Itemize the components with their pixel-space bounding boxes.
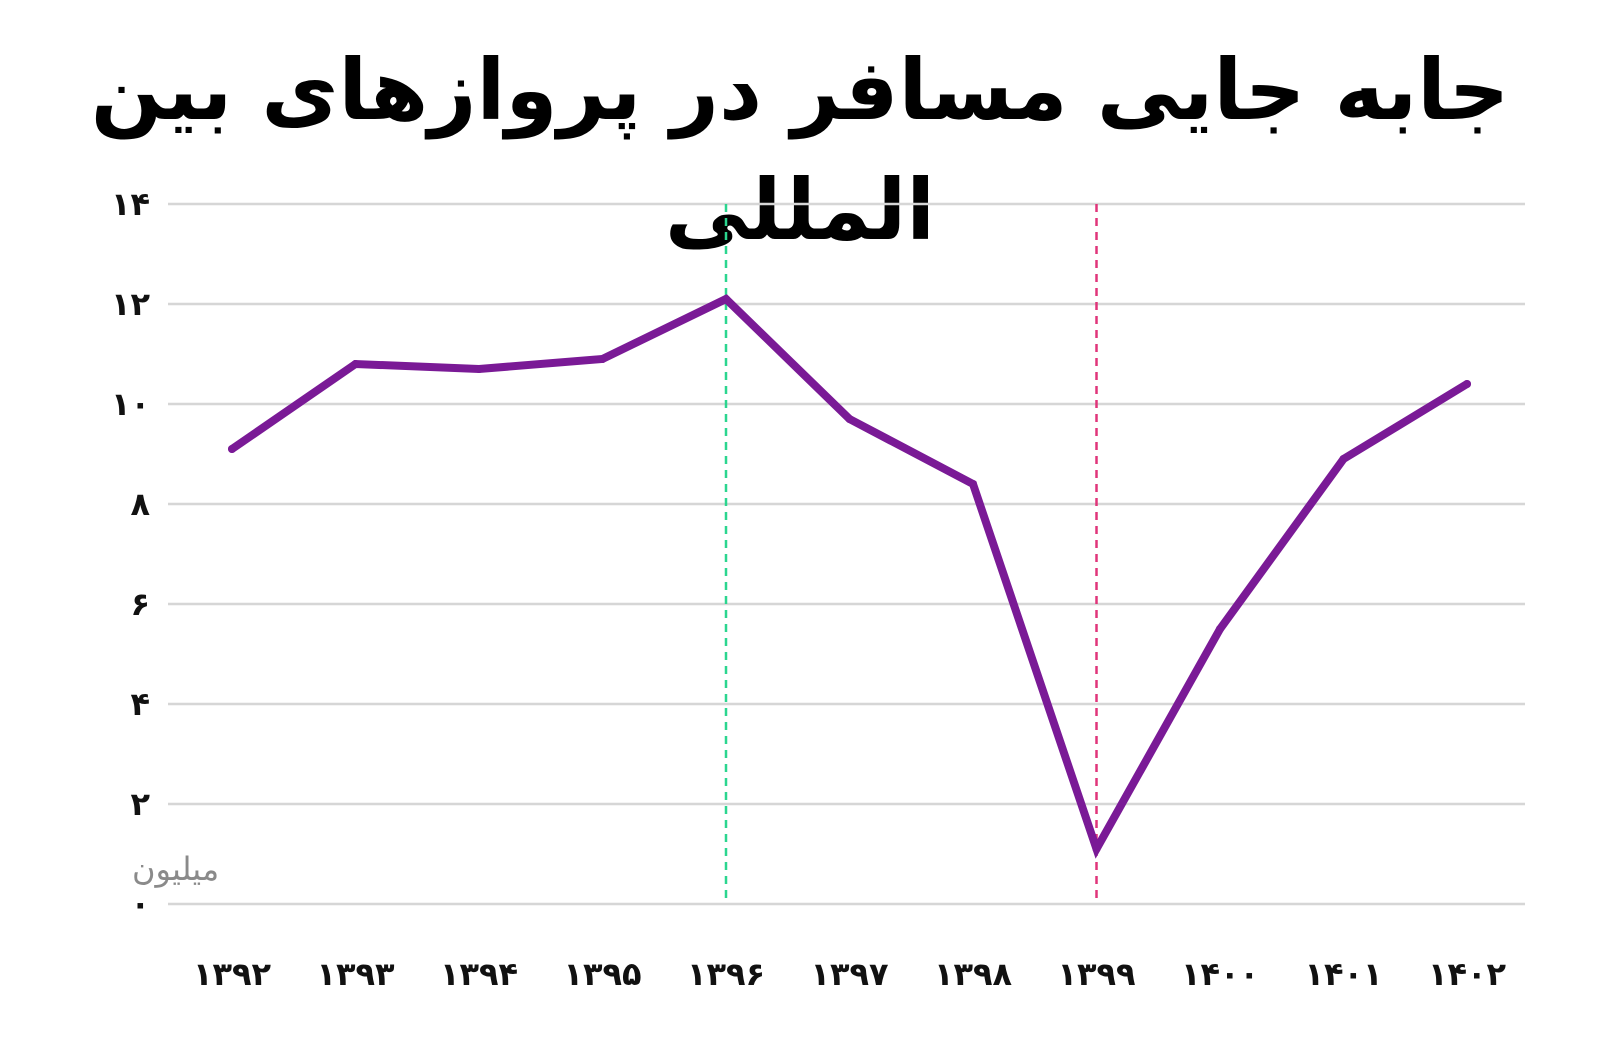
x-axis-ticks: ۱۳۹۲ ۱۳۹۳ ۱۳۹۴ ۱۳۹۵ ۱۳۹۶ ۱۳۹۷ ۱۳۹۸ ۱۳۹۹ ۱۴۰۰ ۱۴۰۱…: [193, 955, 1507, 993]
x-tick-label: ۱۳۹۳: [316, 955, 395, 993]
data-point: [351, 360, 360, 368]
y-axis-unit-label: میلیون: [132, 850, 219, 888]
x-tick-label: ۱۳۹۲: [193, 955, 272, 993]
data-point: [722, 295, 730, 303]
y-tick-label: ۲: [130, 785, 150, 823]
x-tick-label: ۱۳۹۷: [810, 955, 889, 993]
reference-lines: [724, 204, 1098, 904]
y-tick-label: ۸: [130, 485, 150, 523]
data-point: [475, 365, 483, 373]
y-tick-label: ۶: [130, 585, 150, 623]
y-axis-ticks: ۰ ۲ ۴ ۶ ۸ ۱۰ ۱۲ ۱۴: [111, 185, 151, 923]
x-tick-label: ۱۳۹۹: [1057, 955, 1135, 993]
x-tick-label: ۱۳۹۵: [563, 955, 641, 993]
data-point: [1216, 625, 1224, 633]
data-point: [969, 480, 977, 488]
y-tick-label: ۱۰: [111, 385, 150, 423]
x-tick-label: ۱۴۰۲: [1428, 955, 1507, 993]
series-lines: [228, 294, 1471, 859]
y-tick-label: ۱۲: [111, 285, 151, 323]
y-tick-label: ۰: [130, 885, 150, 923]
x-tick-label: ۱۳۹۶: [687, 955, 765, 993]
chart-title: جابه جایی مسافر در پروازهای بین المللی: [90, 41, 1510, 259]
y-tick-label: ۴: [130, 685, 150, 723]
x-tick-label: ۱۴۰۰: [1181, 955, 1259, 993]
x-tick-label: ۱۳۹۸: [934, 955, 1013, 993]
grid-lines: [168, 202, 1525, 906]
data-point: [845, 415, 854, 423]
y-tick-label: ۱۴: [111, 185, 150, 223]
x-tick-label: ۱۳۹۴: [440, 955, 518, 993]
data-point: [1463, 380, 1471, 388]
data-point: [1092, 845, 1101, 853]
x-tick-label: ۱۴۰۱: [1304, 955, 1382, 993]
data-point: [228, 445, 236, 453]
data-point: [1339, 455, 1348, 463]
series-line: [228, 294, 1471, 859]
data-point: [598, 355, 607, 363]
